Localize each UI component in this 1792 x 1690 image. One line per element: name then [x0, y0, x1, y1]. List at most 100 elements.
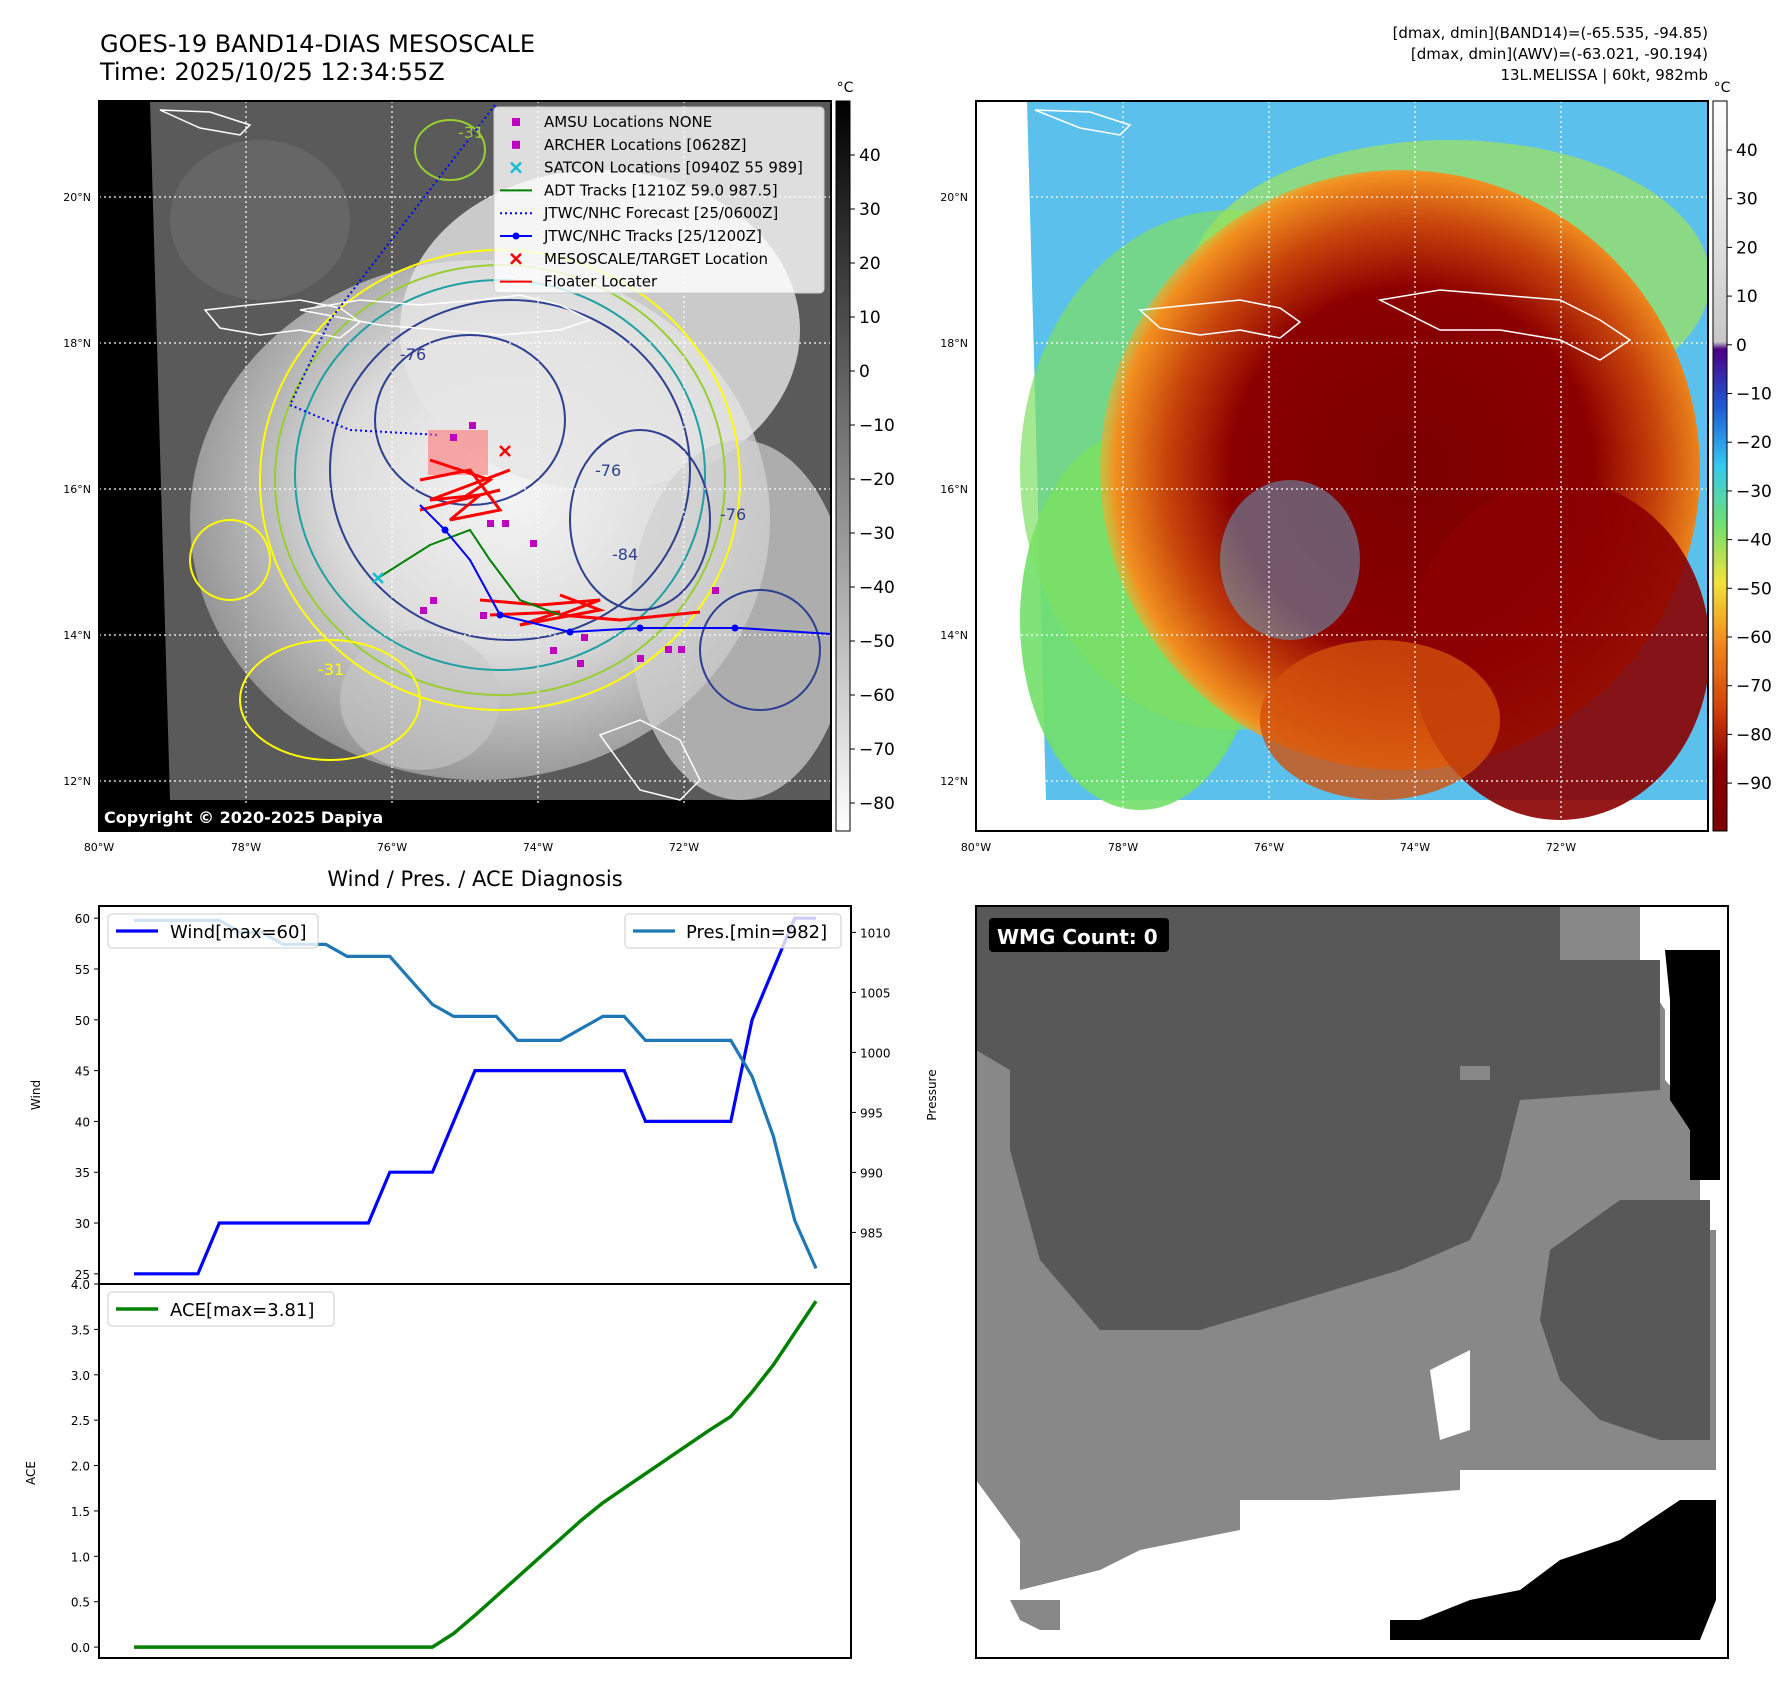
- contour-label: -31: [318, 660, 344, 679]
- awv-lon-label: 72°W: [1546, 841, 1576, 854]
- legend-marker: [510, 161, 522, 174]
- ace-tick-label: 0.0: [71, 1641, 90, 1655]
- ir-lat-label: 18°N: [63, 337, 91, 350]
- awv-lon-label: 80°W: [961, 841, 991, 854]
- ir-lon-label: 76°W: [377, 841, 407, 854]
- ir-colorbar-tick-label: 0: [859, 362, 870, 382]
- awv-colorbar-tick-label: −20: [1736, 433, 1772, 453]
- wind-tick-label: 25: [75, 1268, 90, 1282]
- pressure-tick-label: 995: [860, 1106, 883, 1120]
- adt-track: [377, 528, 561, 616]
- ace-legend-box: [107, 1291, 335, 1327]
- wind-tick-label: 40: [75, 1115, 90, 1129]
- pressure-tick-label: 1000: [860, 1046, 891, 1060]
- ir-colorbar-tick-label: −70: [859, 740, 895, 760]
- ir-colorbar-tick-label: −10: [859, 416, 895, 436]
- legend-label: JTWC/NHC Tracks [25/1200Z]: [543, 227, 762, 245]
- legend-marker: [512, 140, 520, 149]
- wmg-count-box: [989, 918, 1169, 952]
- archer-markers: [420, 422, 719, 667]
- ace-axis-label: ACE: [24, 1461, 38, 1485]
- pressure-tick-label: 1010: [860, 926, 891, 940]
- ace-chart: ACE 0.0 0.5 1.0 1.5 2.0 2.5 3.0 3.5 4.0 ACE[max=…: [24, 1278, 852, 1659]
- awv-satellite-image: [976, 101, 1708, 831]
- wmg-panel: WMG Count: 0: [975, 905, 1729, 1659]
- awv-colorbar-tick-label: −50: [1736, 579, 1772, 599]
- ir-panel: -76 -76 -76 -84 -31 -31 Copyright © 2020…: [63, 80, 895, 854]
- mesoscale-target-marker: [499, 445, 511, 457]
- wind-tick-label: 60: [75, 912, 90, 926]
- satcon-marker: [372, 572, 384, 584]
- awv-colorbar-tick-label: 40: [1736, 141, 1758, 161]
- legend-label: MESOSCALE/TARGET Location: [544, 250, 768, 268]
- awv-colorbar-tick-label: −30: [1736, 482, 1772, 502]
- ir-colorbar-tick-label: 30: [859, 200, 881, 220]
- wind-tick-label: 35: [75, 1166, 90, 1180]
- ir-colorbar-tick-label: −40: [859, 578, 895, 598]
- awv-colorbar-tick-label: 30: [1736, 190, 1758, 210]
- legend-label: JTWC/NHC Forecast [25/0600Z]: [543, 204, 778, 222]
- legend-label: ADT Tracks [1210Z 59.0 987.5]: [544, 181, 778, 199]
- contour-label: -76: [400, 345, 426, 364]
- figure-title: GOES-19 BAND14-DIAS MESOSCALE: [100, 30, 535, 58]
- awv-gridlines: [976, 101, 1708, 831]
- legend-label: SATCON Locations [0940Z 55 989]: [544, 159, 803, 177]
- wind-tick-label: 55: [75, 963, 90, 977]
- info-storm: 13L.MELISSA | 60kt, 982mb: [1500, 66, 1708, 84]
- chart-title: Wind / Pres. / ACE Diagnosis: [327, 867, 622, 891]
- pressure-tick-label: 1005: [860, 986, 891, 1000]
- copyright-band: [99, 803, 831, 831]
- awv-colorbar-tick-label: −60: [1736, 628, 1772, 648]
- wmg-panel-frame: [975, 905, 1729, 1659]
- awv-colorbar-tick-label: 0: [1736, 336, 1747, 356]
- awv-colorbar-tick-label: −80: [1736, 725, 1772, 745]
- ir-colorbar-tick-label: −60: [859, 686, 895, 706]
- pressure-legend-box: [624, 913, 842, 949]
- copyright-text: Copyright © 2020-2025 Dapiya: [104, 808, 383, 827]
- wind-legend-label: Wind[max=60]: [170, 922, 307, 943]
- contour-label: -31: [458, 123, 484, 142]
- ace-legend-label: ACE[max=3.81]: [170, 1300, 314, 1321]
- pressure-tick-label: 985: [860, 1226, 883, 1240]
- ir-legend: AMSU Locations NONE ARCHER Locations [062…: [493, 106, 825, 294]
- info-awv-range: [dmax, dmin](AWV)=(-63.021, -90.194): [1411, 45, 1708, 63]
- ace-tick-label: 1.5: [71, 1505, 90, 1519]
- ace-tick-label: 3.0: [71, 1369, 90, 1383]
- ir-panel-frame: [98, 100, 832, 832]
- jtwc-track-points: [441, 526, 739, 636]
- ir-colorbar-tick-label: 20: [859, 254, 881, 274]
- ir-lat-label: 16°N: [63, 483, 91, 496]
- contour-label: -84: [612, 545, 638, 564]
- awv-lon-label: 78°W: [1108, 841, 1138, 854]
- contour-label: -76: [720, 505, 746, 524]
- wind-legend-box: [107, 913, 319, 949]
- ace-tick-label: 0.5: [71, 1596, 90, 1610]
- ir-lat-label: 12°N: [63, 775, 91, 788]
- ir-colorbar-tick-label: −30: [859, 524, 895, 544]
- ir-lon-label: 72°W: [669, 841, 699, 854]
- wmg-count-label: WMG Count: 0: [997, 925, 1158, 949]
- ir-colorbar-tick-label: 40: [859, 146, 881, 166]
- ir-lat-label: 14°N: [63, 629, 91, 642]
- legend-marker: [510, 252, 522, 265]
- ace-series-line: [134, 1300, 818, 1649]
- awv-lat-label: 16°N: [940, 483, 968, 496]
- jtwc-track-line: [419, 504, 831, 635]
- ir-lon-label: 74°W: [523, 841, 553, 854]
- awv-colorbar-tick-label: −70: [1736, 677, 1772, 697]
- awv-colorbar-unit: °C: [1714, 80, 1731, 96]
- awv-colorbar-tick-label: 20: [1736, 238, 1758, 258]
- awv-colorbar: °C 40 30 20 10 0 −10 −20 −30 −40 −50 −60 −70 −80 −90: [1712, 80, 1772, 832]
- wind-pressure-chart: Wind / Pres. / ACE Diagnosis Wind Pressu…: [29, 867, 939, 1285]
- awv-colorbar-tick-label: −40: [1736, 531, 1772, 551]
- ir-colorbar: °C 40 30 20 10 0 −10 −20 −30 −40 −50 −60 −70 −80: [835, 80, 895, 832]
- figure-time: Time: 2025/10/25 12:34:55Z: [99, 58, 445, 86]
- legend-marker: [512, 118, 520, 126]
- ir-colorbar-tick-label: −80: [859, 794, 895, 814]
- mesoscale-target-box: [428, 430, 488, 475]
- ace-tick-label: 1.0: [71, 1550, 90, 1564]
- ir-colorbar-unit: °C: [837, 80, 854, 96]
- wind-tick-label: 45: [75, 1065, 90, 1079]
- wind-series-line: [134, 916, 816, 1276]
